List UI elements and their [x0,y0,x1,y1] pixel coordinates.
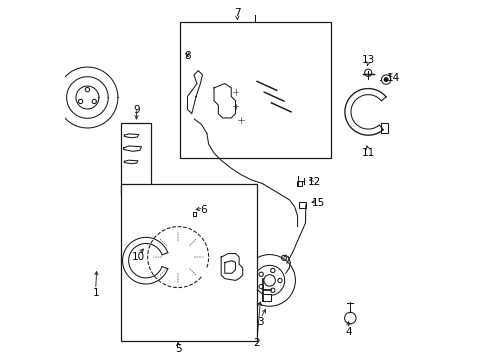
Circle shape [274,88,279,93]
Bar [180,22,330,158]
Text: 11: 11 [361,148,374,158]
Text: 7: 7 [234,8,240,18]
Circle shape [288,110,293,115]
Text: 5: 5 [175,344,181,354]
Circle shape [384,78,387,81]
Text: 10: 10 [132,252,145,262]
Text: 4: 4 [345,327,351,337]
Text: 8: 8 [183,51,190,61]
Text: 15: 15 [311,198,324,208]
Bar [121,184,257,341]
Text: 14: 14 [386,73,399,83]
Text: 6: 6 [200,206,206,216]
Text: 12: 12 [307,177,321,187]
Bar [297,181,302,186]
Text: 2: 2 [253,338,260,348]
Bar [299,202,305,208]
Bar [121,123,151,194]
Circle shape [281,99,286,104]
Text: 1: 1 [92,288,99,298]
Text: 9: 9 [133,105,140,115]
Bar [262,294,271,301]
Text: 3: 3 [257,317,264,327]
Text: 13: 13 [361,55,374,65]
